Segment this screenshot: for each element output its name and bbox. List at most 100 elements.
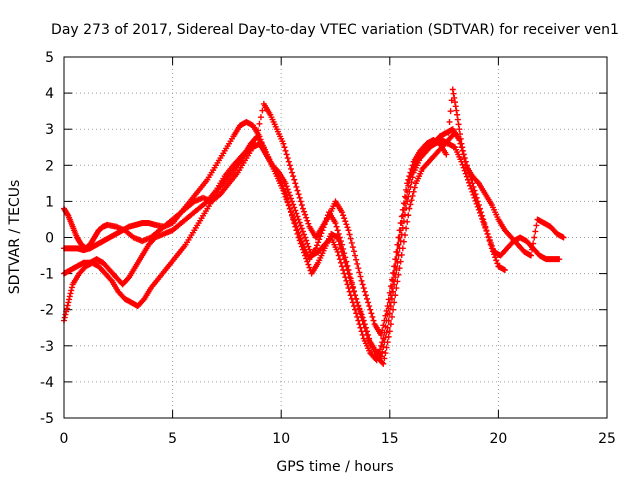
data-point — [343, 221, 350, 228]
data-point — [302, 234, 309, 241]
data-point — [403, 205, 410, 212]
data-point — [289, 169, 296, 176]
data-point — [292, 180, 299, 187]
data-point — [393, 248, 400, 255]
y-tick-label: -4 — [40, 375, 54, 391]
data-point — [284, 155, 291, 162]
data-point — [280, 187, 287, 194]
data-point — [344, 224, 351, 231]
data-point — [484, 230, 491, 237]
data-point — [301, 208, 308, 215]
data-point — [395, 271, 402, 278]
data-point — [335, 230, 342, 237]
data-point — [354, 299, 361, 306]
data-point — [350, 288, 357, 295]
data-point — [356, 269, 363, 276]
data-point — [301, 231, 308, 238]
data-point — [65, 299, 72, 306]
data-point — [395, 252, 402, 259]
data-point — [381, 317, 388, 324]
data-point — [346, 231, 353, 238]
data-point — [362, 292, 369, 299]
data-point — [62, 311, 69, 318]
data-point — [489, 248, 496, 255]
data-point — [281, 190, 288, 197]
data-points — [61, 86, 567, 367]
data-point — [358, 313, 365, 320]
data-point — [560, 234, 567, 241]
data-point — [282, 193, 289, 200]
y-tick-label: 4 — [45, 86, 54, 102]
data-point — [394, 278, 401, 285]
data-point — [461, 155, 468, 162]
data-point — [383, 307, 390, 314]
data-point — [347, 235, 354, 242]
data-point — [285, 189, 292, 196]
data-point — [341, 215, 348, 222]
data-point — [408, 179, 415, 186]
data-point — [282, 180, 289, 187]
data-point — [357, 273, 364, 280]
data-point — [399, 206, 406, 213]
data-point — [380, 322, 387, 329]
data-point — [297, 198, 304, 205]
data-point — [350, 248, 357, 255]
data-point — [67, 290, 74, 297]
data-point — [393, 266, 400, 273]
data-point — [66, 293, 73, 300]
data-point — [397, 220, 404, 227]
data-point — [294, 226, 301, 233]
data-point — [391, 299, 398, 306]
data-point — [283, 183, 290, 190]
data-point — [482, 223, 489, 230]
x-axis-label: GPS time / hours — [276, 459, 393, 475]
data-point — [63, 305, 70, 312]
data-point — [290, 173, 297, 180]
data-point — [453, 107, 460, 114]
data-point — [286, 162, 293, 169]
data-point — [64, 302, 71, 309]
x-tick-label: 20 — [489, 431, 507, 447]
data-point — [341, 250, 348, 257]
data-point — [459, 144, 466, 151]
data-point — [443, 151, 450, 158]
data-point — [107, 276, 114, 283]
data-point — [527, 252, 534, 259]
data-point — [487, 241, 494, 248]
data-point — [402, 211, 409, 218]
data-point — [332, 220, 339, 227]
data-point — [474, 179, 481, 186]
x-tick-label: 15 — [381, 431, 399, 447]
data-point — [334, 227, 341, 234]
data-point — [479, 212, 486, 219]
data-point — [459, 147, 466, 154]
data-point — [314, 242, 321, 249]
data-point — [381, 339, 388, 346]
data-point — [409, 174, 416, 181]
data-point — [393, 285, 400, 292]
data-point — [362, 328, 369, 335]
data-point — [287, 165, 294, 172]
data-point — [392, 256, 399, 263]
y-tick-label: 1 — [45, 194, 54, 210]
data-point — [366, 303, 373, 310]
data-point — [296, 232, 303, 239]
data-point — [336, 234, 343, 241]
data-point — [368, 310, 375, 317]
y-tick-label: -2 — [40, 303, 54, 319]
data-point — [355, 303, 362, 310]
data-point — [370, 317, 377, 324]
data-point — [384, 303, 391, 310]
data-point — [282, 147, 289, 154]
data-point — [355, 265, 362, 272]
data-point — [408, 165, 415, 172]
data-point — [407, 183, 414, 190]
data-point — [280, 140, 287, 147]
data-point — [369, 313, 376, 320]
y-tick-label: 2 — [45, 158, 54, 174]
data-point — [377, 352, 384, 359]
data-point — [462, 170, 469, 177]
data-point — [491, 251, 498, 258]
data-point — [289, 211, 296, 218]
data-point — [367, 306, 374, 313]
